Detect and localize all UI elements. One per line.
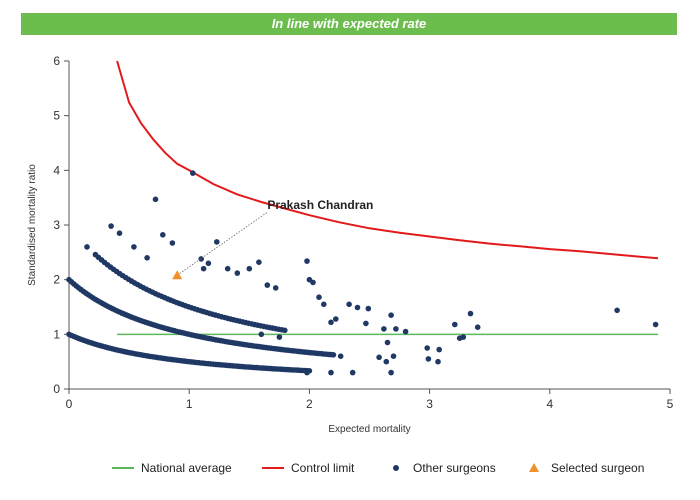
surgeon-point [384,339,391,346]
surgeon-point [402,328,409,335]
surgeon-point [388,369,394,376]
surgeon-point [108,223,114,229]
surgeon-point [276,334,283,340]
surgeon-point [346,301,352,308]
legend-swatch [393,465,399,471]
surgeon-point [116,230,123,236]
x-tick-label: 1 [186,397,193,411]
surgeon-point [190,170,196,176]
surgeon-point [349,369,356,376]
annotation-label: Prakash Chandran [267,198,373,212]
surgeon-point [365,305,372,312]
surgeon-point [460,334,467,340]
legend-swatch [529,463,539,472]
surgeon-point [435,358,441,365]
y-tick-label: 0 [53,382,60,396]
selected-surgeon-marker [172,270,183,280]
surgeon-point [198,256,204,262]
legend-item: Other surgeons [393,461,496,475]
surgeon-point [144,254,150,261]
surgeon-point [258,331,265,338]
reference-lines [116,60,659,336]
surgeon-point [354,304,361,311]
y-tick-label: 3 [53,218,60,232]
legend-item: Control limit [262,461,355,475]
control-limit-line [116,60,659,260]
x-tick-label: 0 [66,397,73,411]
surgeon-point [246,265,253,272]
surgeon-point [200,265,207,272]
surgeon-point [381,326,387,332]
data-points [66,170,659,376]
x-tick-label: 2 [306,397,313,411]
surgeon-point [467,310,474,317]
surgeon-point [390,353,397,360]
status-banner: In line with expected rate [21,13,677,35]
surgeon-point [256,259,262,266]
surgeon-point [169,240,176,246]
y-tick-label: 5 [53,109,60,123]
y-tick-label: 6 [53,54,60,68]
surgeon-point [264,282,271,288]
annotations: Prakash Chandran [172,198,373,280]
legend-label: Selected surgeon [551,461,644,475]
surgeon-point [272,285,279,291]
surgeon-point [224,265,231,272]
surgeon-point [393,326,399,332]
surgeon-point [614,307,620,314]
legend: National average Control limit Other surge… [112,461,644,475]
surgeon-point [436,346,443,353]
surgeon-point [376,354,382,361]
surgeon-point [160,232,166,238]
surgeon-point [424,345,431,351]
x-tick-label: 4 [546,397,553,411]
x-tick-label: 3 [426,397,433,411]
surgeon-point [152,196,159,203]
surgeon-point [131,244,137,250]
surgeon-point [474,324,481,331]
surgeon-point [321,301,327,308]
y-tick-label: 1 [53,327,60,341]
annotation-leader-line [176,211,268,276]
surgeon-point [337,353,344,360]
surgeon-point [383,358,390,365]
surgeon-point [282,327,288,334]
surgeon-point [333,316,339,322]
surgeon-point [328,369,334,376]
x-axis-title: Expected mortality [328,424,410,435]
legend-label: Control limit [291,461,355,475]
surgeon-point [304,369,310,376]
surgeon-point [316,294,322,301]
legend-item: Selected surgeon [529,461,644,475]
surgeon-point [388,312,394,319]
surgeon-point [328,319,334,326]
surgeon-point [330,352,337,358]
x-tick-label: 5 [667,397,674,411]
surgeon-point [304,258,310,264]
legend-label: Other surgeons [413,461,496,475]
surgeon-point [363,320,369,327]
surgeon-point [310,279,316,286]
surgeon-point [652,321,659,328]
legend-item: National average [112,461,232,475]
surgeon-point [84,244,90,250]
surgeon-point [205,260,212,267]
y-tick-label: 2 [53,273,60,287]
surgeon-point [425,356,432,362]
y-tick-label: 4 [53,163,60,177]
y-axis-title: Standardised mortality ratio [27,164,38,286]
legend-label: National average [141,461,232,475]
surgeon-point [214,239,220,245]
surgeon-point [234,270,241,276]
surgeon-point [452,321,458,328]
